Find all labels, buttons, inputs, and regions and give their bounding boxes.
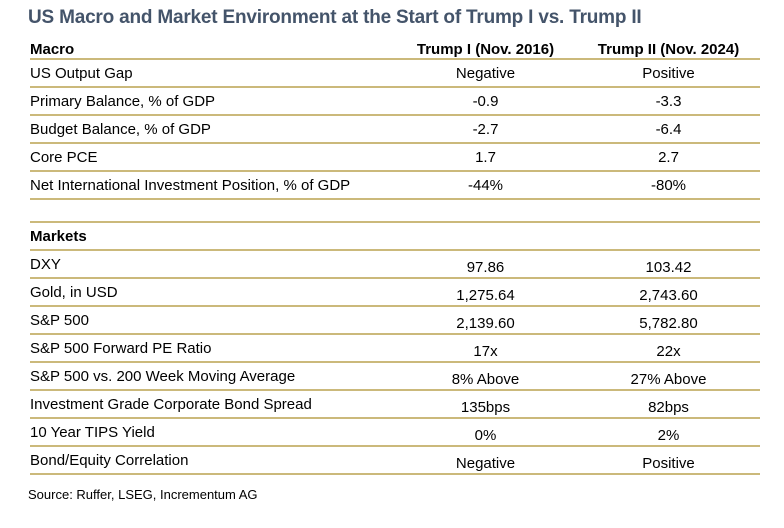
trump1-value: 0%: [474, 427, 497, 444]
table-row: S&P 500 vs. 200 Week Moving Average 8% A…: [30, 362, 760, 390]
section-spacer: [30, 199, 760, 222]
row-label: Gold, in USD: [30, 283, 118, 301]
trump2-value: Positive: [642, 64, 695, 82]
trump2-value: -80%: [650, 176, 687, 194]
table-row: Investment Grade Corporate Bond Spread 1…: [30, 390, 760, 418]
markets-section-header: Markets: [30, 222, 760, 250]
trump1-value: Negative: [455, 455, 516, 472]
table-row: 10 Year TIPS Yield 0% 2%: [30, 418, 760, 446]
row-label: DXY: [30, 255, 61, 273]
row-label: S&P 500 vs. 200 Week Moving Average: [30, 367, 296, 385]
table-row: Gold, in USD 1,275.64 2,743.60: [30, 278, 760, 306]
trump2-value: 22x: [656, 343, 681, 360]
trump1-value: 1.7: [475, 148, 496, 166]
trump2-value: 2.7: [658, 148, 679, 166]
trump2-value: 2,743.60: [639, 287, 698, 304]
row-label: US Output Gap: [30, 64, 133, 82]
trump1-value: 1,275.64: [456, 287, 515, 304]
table-row: US Output Gap Negative Positive: [30, 59, 760, 87]
row-label: Investment Grade Corporate Bond Spread: [30, 395, 312, 413]
trump1-value: 17x: [473, 343, 498, 360]
table-row: DXY 97.86 103.42: [30, 250, 760, 278]
trump2-value: 5,782.80: [639, 315, 698, 332]
trump1-value: Negative: [455, 64, 516, 82]
row-label: S&P 500: [30, 311, 89, 329]
trump2-value: 82bps: [648, 399, 689, 416]
trump2-value: 2%: [657, 427, 680, 444]
trump1-value: -0.9: [472, 92, 499, 110]
section-title: Markets: [30, 227, 87, 245]
trump2-value: -3.3: [655, 92, 682, 110]
table-row: S&P 500 Forward PE Ratio 17x 22x: [30, 334, 760, 362]
table-row: Budget Balance, % of GDP -2.7 -6.4: [30, 115, 760, 143]
row-label: Primary Balance, % of GDP: [30, 92, 216, 110]
figure-title: US Macro and Market Environment at the S…: [28, 7, 642, 28]
row-label: Budget Balance, % of GDP: [30, 120, 211, 138]
trump2-value: 27% Above: [630, 371, 707, 388]
row-label: 10 Year TIPS Yield: [30, 423, 155, 441]
trump2-value: 103.42: [645, 259, 692, 276]
table-row: Bond/Equity Correlation Negative Positiv…: [30, 446, 760, 474]
trump1-value: 8% Above: [451, 371, 520, 388]
row-label: Core PCE: [30, 148, 98, 166]
table-row: Net International Investment Position, %…: [30, 171, 760, 199]
column-header-macro: Macro: [30, 41, 75, 58]
trump1-value: -2.7: [472, 120, 499, 138]
table-row: S&P 500 2,139.60 5,782.80: [30, 306, 760, 334]
row-label: Net International Investment Position, %…: [30, 176, 351, 194]
column-header-trump2: Trump II (Nov. 2024): [597, 41, 740, 58]
row-label: Bond/Equity Correlation: [30, 451, 189, 469]
trump2-value: -6.4: [655, 120, 682, 138]
column-header-trump1: Trump I (Nov. 2016): [416, 41, 555, 58]
trump1-value: 97.86: [466, 259, 505, 276]
trump1-value: -44%: [467, 176, 504, 194]
header-row: Macro Trump I (Nov. 2016) Trump II (Nov.…: [30, 34, 760, 59]
table-row: Core PCE 1.7 2.7: [30, 143, 760, 171]
source-note: Source: Ruffer, LSEG, Incrementum AG: [28, 487, 258, 502]
macro-markets-table: Macro Trump I (Nov. 2016) Trump II (Nov.…: [30, 34, 760, 475]
trump2-value: Positive: [642, 455, 695, 472]
trump1-value: 2,139.60: [456, 315, 515, 332]
table-row: Primary Balance, % of GDP -0.9 -3.3: [30, 87, 760, 115]
trump1-value: 135bps: [460, 399, 511, 416]
row-label: S&P 500 Forward PE Ratio: [30, 339, 212, 357]
